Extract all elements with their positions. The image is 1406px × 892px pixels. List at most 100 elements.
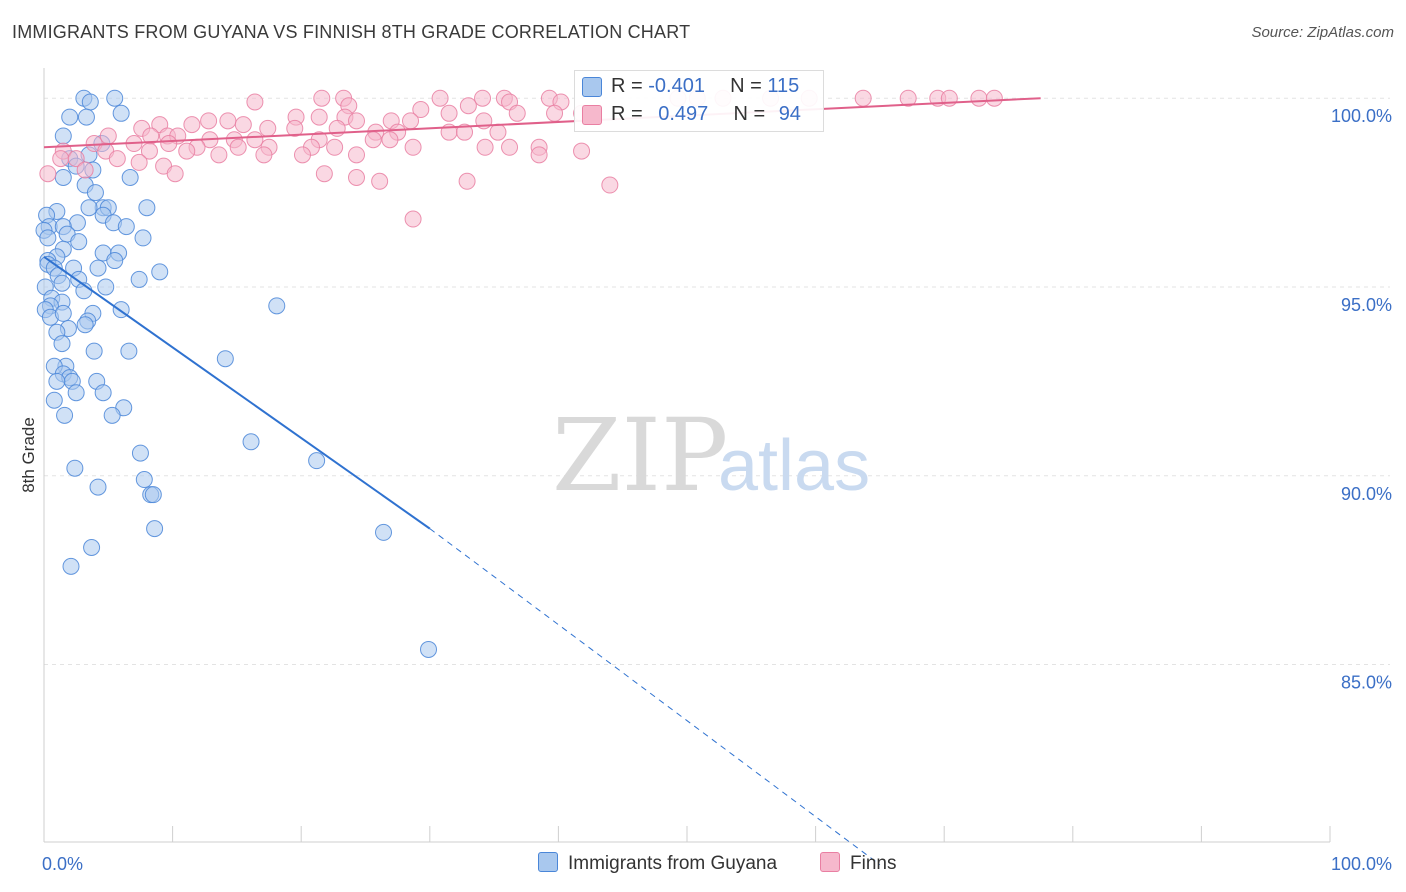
point-finns: [39, 165, 57, 183]
point-guyana: [130, 270, 148, 288]
legend-n-label: N =: [730, 75, 768, 97]
point-finns: [293, 146, 311, 164]
point-guyana: [54, 168, 72, 186]
point-guyana: [54, 127, 72, 145]
point-finns: [546, 104, 564, 122]
legend-r-value: -0.401: [648, 75, 705, 97]
point-guyana: [216, 350, 234, 368]
point-guyana: [54, 304, 72, 322]
point-finns: [108, 150, 126, 168]
series-swatch-blue: [538, 852, 558, 872]
point-finns: [99, 127, 117, 145]
point-finns: [315, 165, 333, 183]
point-finns: [246, 93, 264, 111]
point-guyana: [76, 316, 94, 334]
point-finns: [501, 138, 519, 156]
point-guyana: [121, 168, 139, 186]
series-label-guyana: Immigrants from Guyana: [568, 853, 778, 874]
point-guyana: [151, 263, 169, 281]
point-finns: [412, 101, 430, 119]
point-guyana: [48, 372, 66, 390]
point-finns: [166, 165, 184, 183]
point-guyana: [67, 384, 85, 402]
legend-swatch-blue: [582, 77, 602, 97]
point-guyana: [134, 229, 152, 247]
point-guyana: [45, 391, 63, 409]
series-label-finns: Finns: [850, 853, 897, 874]
point-guyana: [86, 184, 104, 202]
y-axis-label: 8th Grade: [19, 417, 38, 493]
point-finns: [573, 142, 591, 160]
point-finns: [183, 116, 201, 134]
correlation-legend: R = -0.401 N = 115 R = 0.497 N = 94: [574, 70, 824, 132]
point-finns: [985, 89, 1003, 107]
trendline-guyana-extension: [429, 528, 881, 866]
point-guyana: [89, 478, 107, 496]
point-finns: [160, 135, 178, 153]
point-finns: [459, 97, 477, 115]
point-finns: [67, 150, 85, 168]
point-guyana: [89, 259, 107, 277]
watermark-atlas: atlas: [718, 426, 870, 506]
point-finns: [234, 116, 252, 134]
point-guyana: [62, 557, 80, 575]
y-tick-label: 95.0%: [1341, 295, 1392, 315]
series-legend: Immigrants from Guyana Finns: [0, 852, 1406, 878]
point-finns: [347, 112, 365, 130]
source-label: Source: ZipAtlas.com: [1251, 24, 1394, 41]
point-guyana: [53, 335, 71, 353]
point-finns: [456, 123, 474, 141]
point-finns: [219, 112, 237, 130]
point-finns: [210, 146, 228, 164]
point-guyana: [81, 93, 99, 111]
x-tick-label: 0.0%: [42, 854, 83, 874]
legend-n-value: 115: [767, 75, 800, 97]
legend-r-value: 0.497: [658, 103, 709, 125]
point-finns: [458, 172, 476, 190]
watermark-zip: ZIP: [552, 397, 728, 514]
point-guyana: [242, 433, 260, 451]
point-finns: [130, 153, 148, 171]
point-guyana: [61, 108, 79, 126]
point-finns: [530, 146, 548, 164]
point-guyana: [375, 523, 393, 541]
point-guyana: [138, 199, 156, 217]
point-guyana: [97, 278, 115, 296]
point-finns: [601, 176, 619, 194]
point-finns: [326, 138, 344, 156]
point-finns: [476, 138, 494, 156]
point-guyana: [106, 252, 124, 270]
point-guyana: [308, 452, 326, 470]
point-finns: [229, 138, 247, 156]
axes: [43, 68, 1331, 843]
point-guyana: [106, 89, 124, 107]
series-legend-guyana[interactable]: Immigrants from Guyana: [538, 852, 777, 875]
point-finns: [347, 146, 365, 164]
point-finns: [508, 104, 526, 122]
point-guyana: [117, 218, 135, 236]
legend-n-label: N =: [733, 103, 771, 125]
point-finns: [52, 150, 70, 168]
point-guyana: [83, 539, 101, 557]
point-finns: [286, 119, 304, 137]
legend-r-label: R =: [611, 103, 649, 125]
trend-lines: [43, 97, 1041, 866]
point-guyana: [146, 520, 164, 538]
point-finns: [76, 161, 94, 179]
point-finns: [364, 131, 382, 149]
series-legend-finns[interactable]: Finns: [820, 852, 896, 875]
grid-lines: [44, 97, 1390, 666]
legend-r-label: R =: [611, 75, 649, 97]
point-finns: [313, 89, 331, 107]
point-finns: [440, 104, 458, 122]
point-finns: [178, 142, 196, 160]
trendline-finns: [43, 97, 1041, 149]
point-guyana: [80, 199, 98, 217]
point-guyana: [53, 274, 71, 292]
point-finns: [255, 146, 273, 164]
point-finns: [970, 89, 988, 107]
y-tick-label: 90.0%: [1341, 484, 1392, 504]
point-guyana: [120, 342, 138, 360]
point-finns: [474, 89, 492, 107]
